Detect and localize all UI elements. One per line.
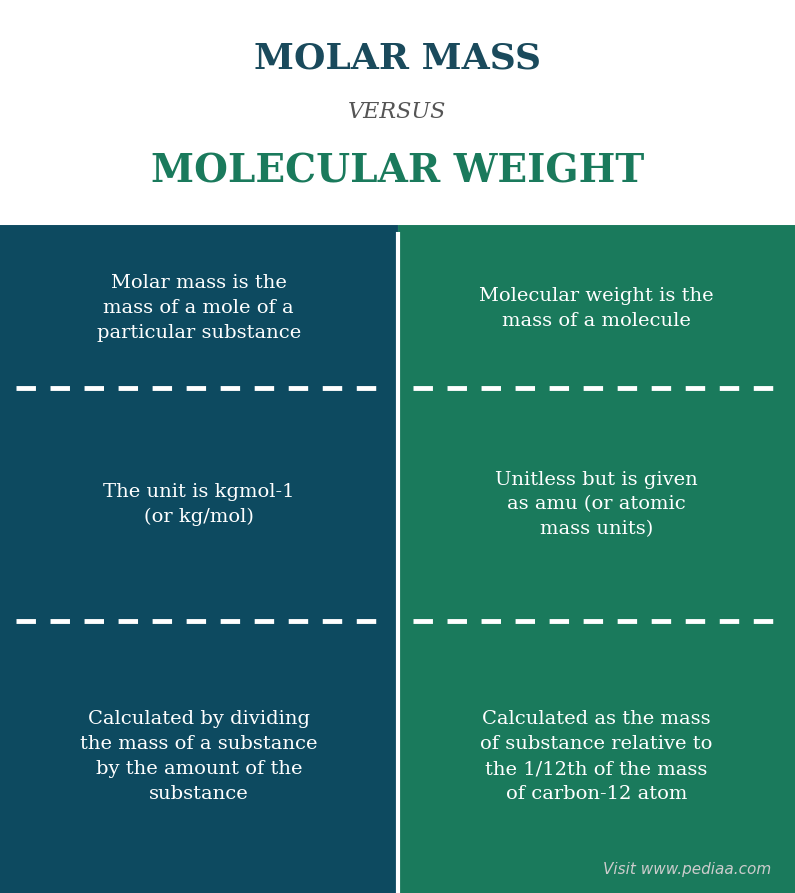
Text: MOLECULAR WEIGHT: MOLECULAR WEIGHT (151, 153, 644, 190)
FancyBboxPatch shape (398, 388, 795, 621)
FancyBboxPatch shape (0, 228, 398, 388)
Text: The unit is kgmol-1
(or kg/mol): The unit is kgmol-1 (or kg/mol) (103, 483, 294, 526)
Text: Unitless but is given
as amu (or atomic
mass units): Unitless but is given as amu (or atomic … (494, 471, 698, 538)
Text: Calculated by dividing
the mass of a substance
by the amount of the
substance: Calculated by dividing the mass of a sub… (80, 710, 317, 804)
FancyBboxPatch shape (398, 228, 795, 388)
FancyBboxPatch shape (398, 621, 795, 893)
Text: VERSUS: VERSUS (348, 101, 447, 122)
FancyBboxPatch shape (0, 388, 398, 621)
Text: Molar mass is the
mass of a mole of a
particular substance: Molar mass is the mass of a mole of a pa… (97, 274, 301, 342)
Text: Calculated as the mass
of substance relative to
the 1/12th of the mass
of carbon: Calculated as the mass of substance rela… (480, 710, 712, 804)
FancyBboxPatch shape (0, 621, 398, 893)
Text: MOLAR MASS: MOLAR MASS (254, 41, 541, 75)
Text: Visit www.pediaa.com: Visit www.pediaa.com (603, 862, 771, 877)
Text: Molecular weight is the
mass of a molecule: Molecular weight is the mass of a molecu… (479, 287, 714, 330)
